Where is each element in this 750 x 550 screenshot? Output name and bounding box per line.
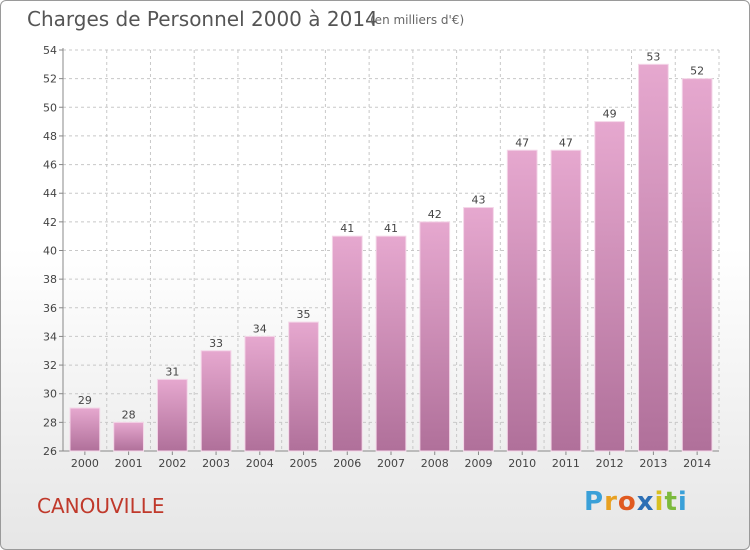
bar-value-label: 49: [603, 108, 617, 121]
bar-2001: [113, 421, 144, 452]
y-tick-label: 28: [43, 416, 57, 429]
y-tick-label: 32: [43, 359, 57, 372]
bar-2014: [681, 78, 713, 452]
x-tick-label: 2013: [639, 457, 667, 470]
y-tick-label: 54: [43, 44, 57, 57]
logo-letter: P: [584, 487, 605, 517]
x-tick-label: 2014: [683, 457, 711, 470]
x-tick-label: 2011: [552, 457, 580, 470]
bar-2008: [419, 221, 451, 452]
y-tick-label: 48: [43, 130, 57, 143]
bar-value-label: 53: [646, 50, 660, 63]
x-tick-label: 2004: [246, 457, 274, 470]
y-tick-label: 44: [43, 187, 57, 200]
logo-letter: o: [617, 487, 637, 517]
y-tick-label: 52: [43, 73, 57, 86]
x-tick-label: 2001: [115, 457, 143, 470]
x-tick-label: 2005: [290, 457, 318, 470]
logo-letter: x: [636, 487, 655, 517]
bar-value-label: 29: [78, 394, 92, 407]
y-tick-label: 34: [43, 330, 57, 343]
logo-letter: t: [664, 487, 678, 517]
bar-2007: [375, 235, 407, 452]
bar-2009: [463, 207, 494, 452]
bar-value-label: 41: [384, 222, 398, 235]
x-tick-label: 2000: [71, 457, 99, 470]
bar-2006: [331, 235, 363, 452]
bar-value-label: 28: [122, 408, 136, 421]
bars: [69, 63, 713, 452]
bar-2002: [156, 378, 188, 452]
bar-2010: [506, 149, 538, 452]
logo-letter: i: [677, 487, 688, 517]
axes: 26 28 30 32 34 36 38 40 42 44 46 48 50 52 54 2000 2001 20…: [43, 44, 719, 470]
y-tick-label: 50: [43, 101, 57, 114]
bar-value-label: 47: [559, 136, 573, 149]
bar-value-label: 42: [428, 208, 442, 221]
proxiti-logo[interactable]: Proxiti: [584, 487, 688, 517]
bar-2004: [244, 335, 276, 452]
commune-name: CANOUVILLE: [37, 494, 165, 518]
bar-2012: [594, 121, 626, 452]
x-tick-label: 2012: [596, 457, 624, 470]
logo-letter: r: [604, 487, 618, 517]
x-tick-label: 2008: [421, 457, 449, 470]
bar-value-label: 35: [297, 308, 311, 321]
bar-value-label: 47: [515, 136, 529, 149]
x-tick-label: 2010: [508, 457, 536, 470]
y-tick-label: 46: [43, 159, 57, 172]
bar-2011: [550, 149, 582, 452]
y-tick-label: 26: [43, 445, 57, 458]
y-tick-label: 40: [43, 245, 57, 258]
y-tick-label: 38: [43, 273, 57, 286]
chart-title: Charges de Personnel 2000 à 2014: [27, 7, 378, 31]
bar-value-label: 33: [209, 337, 223, 350]
bar-value-label: 52: [690, 65, 704, 78]
logo-letter: i: [654, 487, 665, 517]
y-tick-label: 42: [43, 216, 57, 229]
bar-2005: [288, 321, 319, 452]
x-tick-label: 2002: [158, 457, 186, 470]
y-tick-label: 30: [43, 388, 57, 401]
bar-value-label: 43: [471, 194, 485, 207]
bar-value-label: 34: [253, 322, 267, 335]
y-tick-label: 36: [43, 302, 57, 315]
x-tick-label: 2006: [333, 457, 361, 470]
x-tick-label: 2003: [202, 457, 230, 470]
bar-value-label: 41: [340, 222, 354, 235]
bar-value-label: 31: [165, 365, 179, 378]
bar-2000: [69, 407, 101, 452]
bar-2003: [200, 350, 232, 452]
x-tick-label: 2007: [377, 457, 405, 470]
data-labels: 29 28 31 33 34 35 41 41 42 43 47 47 49 53 52: [78, 50, 704, 421]
bar-2013: [638, 63, 669, 452]
chart-subtitle: (en milliers d'€): [370, 13, 465, 27]
x-tick-label: 2009: [464, 457, 492, 470]
